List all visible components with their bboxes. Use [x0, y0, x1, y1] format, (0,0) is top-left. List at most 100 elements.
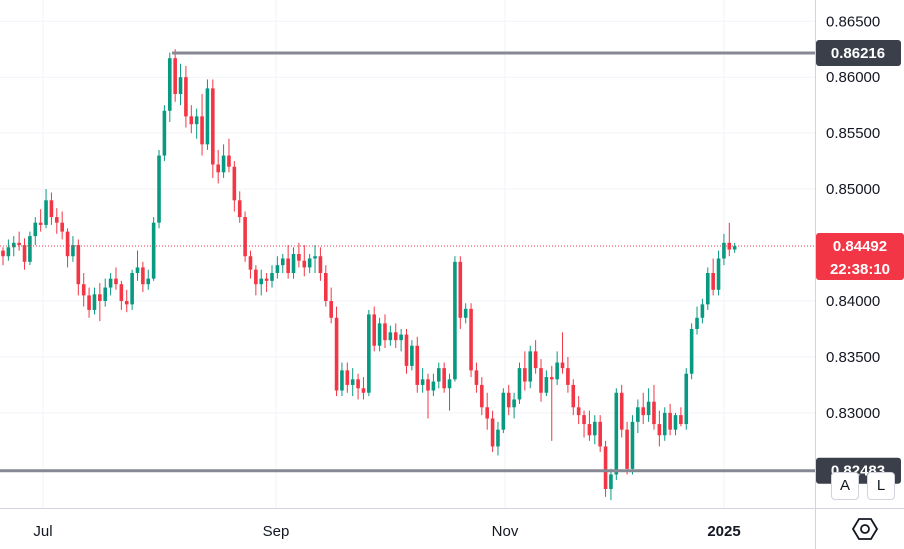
price-axis[interactable]: 0.86500 0.86000 0.85500 0.85000 0.84000 0.835…: [826, 13, 880, 422]
candle: [727, 222, 732, 257]
candle: [700, 298, 705, 324]
candle: [55, 208, 59, 234]
candle-body: [372, 314, 377, 346]
log-scale-button[interactable]: L: [867, 472, 895, 500]
candle: [614, 388, 619, 481]
candle: [248, 250, 253, 279]
candle-body: [646, 401, 651, 416]
candle-body: [340, 370, 344, 391]
current-price-tag: [816, 232, 904, 280]
candle-body: [367, 314, 371, 393]
candle: [619, 384, 624, 438]
candle-body: [393, 332, 398, 341]
candle: [81, 273, 86, 307]
candle-body: [442, 368, 446, 389]
candle-body: [625, 429, 629, 469]
x-tick-label: Nov: [492, 523, 519, 540]
candle-body: [184, 77, 188, 117]
candle: [512, 392, 516, 419]
candle: [329, 287, 333, 324]
grid-lines: [0, 0, 815, 508]
candle: [157, 149, 161, 229]
candle-body: [135, 267, 140, 274]
candle: [356, 373, 360, 400]
candle: [426, 373, 430, 419]
candle: [167, 52, 172, 122]
candle-body: [28, 236, 32, 262]
candle: [571, 379, 576, 416]
candle: [560, 332, 565, 374]
candle-body: [329, 300, 333, 318]
time-axis[interactable]: Jul Sep Nov 2025: [33, 523, 740, 540]
candle-body: [662, 412, 667, 436]
candle-body: [533, 351, 538, 369]
candle-body: [259, 278, 264, 285]
candle: [533, 340, 538, 374]
candle: [517, 362, 522, 404]
candle-body: [248, 256, 253, 270]
candle: [71, 236, 75, 262]
y-tick-label: 0.83500: [826, 349, 880, 366]
candle-body: [431, 381, 436, 391]
candle-body: [55, 217, 59, 223]
current-price-label: 0.84492: [833, 238, 887, 255]
candle-body: [119, 284, 124, 301]
x-tick-label: Jul: [33, 523, 52, 540]
candle: [205, 79, 210, 150]
candle: [436, 362, 441, 389]
candle-body: [415, 345, 420, 385]
candle-body: [399, 334, 403, 341]
candle: [28, 231, 32, 266]
candle-body: [307, 258, 312, 268]
candle: [711, 258, 715, 296]
candle: [280, 254, 285, 274]
candle: [544, 370, 549, 397]
candle-body: [297, 254, 301, 261]
candle-body: [146, 278, 151, 285]
settings-icon[interactable]: [852, 516, 878, 542]
candle: [609, 468, 613, 501]
candle: [264, 273, 269, 293]
candle: [679, 407, 683, 427]
candle: [254, 265, 258, 296]
candle: [307, 254, 312, 274]
candles: [1, 49, 737, 501]
candle: [211, 79, 215, 178]
candle: [636, 399, 640, 434]
candle: [345, 362, 350, 393]
candle-body: [221, 155, 226, 173]
candle: [442, 362, 446, 393]
candle-body: [490, 418, 495, 447]
candle-body: [474, 370, 479, 385]
candle-body: [447, 379, 452, 389]
candle: [598, 415, 602, 453]
candle: [673, 412, 678, 436]
candle-body: [205, 88, 210, 145]
candle: [630, 415, 635, 475]
candle-body: [189, 116, 194, 125]
candle-body: [130, 273, 134, 305]
candle-body: [549, 377, 554, 380]
countdown-label: 22:38:10: [830, 261, 890, 278]
candle: [1, 247, 5, 266]
candle: [485, 392, 489, 430]
candle-body: [576, 407, 581, 416]
candle: [232, 161, 237, 212]
candle-body: [324, 273, 328, 301]
candle: [92, 287, 97, 315]
candle: [603, 440, 608, 497]
candle: [587, 410, 592, 441]
candle-body: [523, 368, 527, 382]
candle: [383, 314, 387, 348]
candle-body: [458, 261, 463, 318]
candle-body: [270, 273, 274, 281]
candle: [200, 93, 204, 156]
candle-body: [496, 429, 500, 447]
candle-body: [81, 284, 86, 296]
candle-body: [560, 362, 565, 369]
auto-scale-button[interactable]: A: [831, 472, 859, 500]
candle-body: [76, 245, 81, 285]
candle: [141, 261, 145, 293]
y-tick-label: 0.83000: [826, 405, 880, 422]
